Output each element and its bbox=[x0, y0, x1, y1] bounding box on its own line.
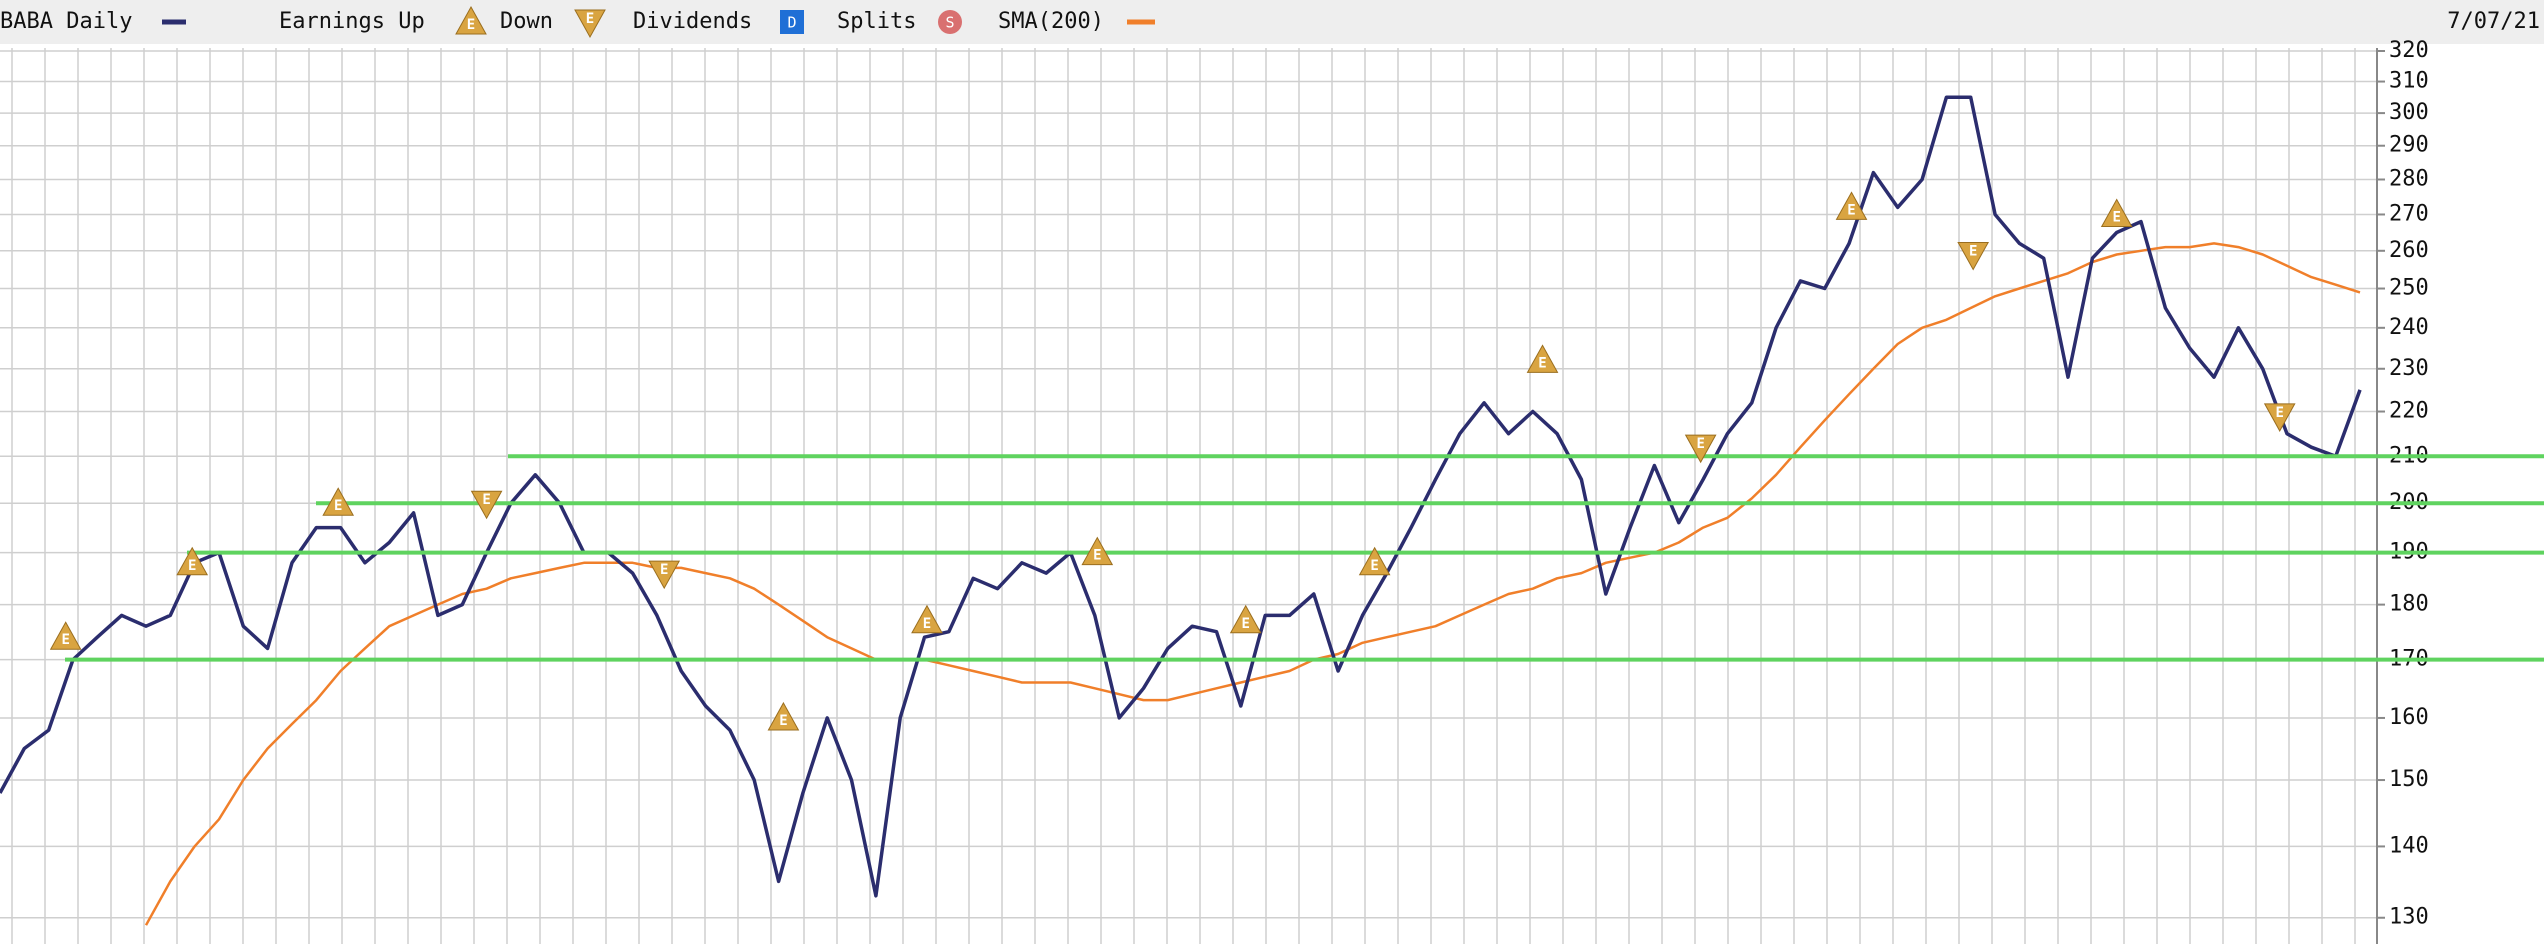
grid bbox=[0, 48, 2377, 944]
marker-letter: E bbox=[2112, 209, 2120, 225]
marker-letter: E bbox=[467, 17, 475, 33]
marker-letter: E bbox=[1847, 202, 1855, 218]
legend-up-icon bbox=[455, 5, 487, 35]
marker-letter: E bbox=[779, 713, 787, 729]
earnings-marker bbox=[1957, 242, 1990, 271]
y-tick-label: 220 bbox=[2389, 399, 2429, 424]
earnings-marker bbox=[1358, 546, 1391, 576]
marker-letter: E bbox=[482, 492, 490, 508]
marker-letter: E bbox=[1241, 616, 1249, 632]
earnings-marker bbox=[767, 701, 800, 731]
marker-letter: E bbox=[586, 11, 594, 27]
marker-letter: E bbox=[660, 562, 668, 578]
y-tick-label: 150 bbox=[2389, 767, 2429, 792]
y-tick-label: 260 bbox=[2389, 238, 2429, 263]
marker-letter: E bbox=[1370, 558, 1378, 574]
legend-dividend-icon bbox=[780, 10, 804, 34]
earnings-marker bbox=[1081, 536, 1114, 566]
marker-letter: E bbox=[2276, 405, 2284, 421]
legend-split-icon bbox=[938, 10, 962, 34]
y-tick-label: 310 bbox=[2389, 69, 2429, 94]
y-tick-label: 300 bbox=[2389, 100, 2429, 125]
sma-line bbox=[144, 242, 2361, 926]
y-tick-label: 230 bbox=[2389, 356, 2429, 381]
y-tick-label: 290 bbox=[2389, 133, 2429, 158]
legend-dividend-letter: D bbox=[787, 14, 796, 32]
plot bbox=[0, 95, 2362, 926]
legend-split-letter: S bbox=[945, 14, 954, 32]
earnings-marker bbox=[648, 560, 681, 590]
y-tick-label: 130 bbox=[2389, 905, 2429, 930]
marker-letter: E bbox=[188, 558, 196, 574]
y-tick-label: 160 bbox=[2389, 705, 2429, 730]
legend-down-icon bbox=[574, 9, 606, 39]
header-bar bbox=[0, 0, 2544, 44]
y-tick-label: 250 bbox=[2389, 276, 2429, 301]
price-line bbox=[0, 95, 2362, 898]
y-tick-label: 270 bbox=[2389, 201, 2429, 226]
legend-sma: SMA(200) bbox=[998, 9, 1104, 34]
earnings-marker bbox=[49, 621, 82, 650]
y-tick-label: 180 bbox=[2389, 592, 2429, 617]
marker-letter: E bbox=[923, 616, 931, 632]
earnings-marker bbox=[322, 487, 355, 516]
legend-down: Down bbox=[500, 9, 553, 34]
legend-series: BABA Daily bbox=[0, 9, 132, 34]
earnings-marker bbox=[470, 490, 503, 520]
earnings-marker bbox=[1835, 191, 1868, 220]
marker-letter: E bbox=[1538, 355, 1546, 371]
legend-splits: Splits bbox=[837, 9, 916, 34]
y-tick-label: 280 bbox=[2389, 166, 2429, 191]
legend-dividends: Dividends bbox=[633, 9, 752, 34]
marker-letter: E bbox=[1696, 436, 1704, 452]
earnings-marker bbox=[2263, 403, 2296, 432]
earnings-marker bbox=[1684, 434, 1717, 464]
earnings-marker bbox=[176, 546, 209, 576]
earnings-marker bbox=[2100, 198, 2133, 227]
marker-letter: E bbox=[334, 498, 342, 514]
date-label: 7/07/21 bbox=[2447, 9, 2540, 34]
marker-letter: E bbox=[1969, 244, 1977, 260]
earnings-marker bbox=[911, 604, 943, 634]
y-tick-label: 140 bbox=[2389, 833, 2429, 858]
earnings-marker bbox=[1526, 344, 1559, 373]
marker-letter: E bbox=[1093, 548, 1101, 564]
marker-letter: E bbox=[61, 632, 69, 648]
y-tick-label: 320 bbox=[2389, 38, 2429, 63]
earnings-marker bbox=[1229, 604, 1262, 634]
y-tick-label: 240 bbox=[2389, 315, 2429, 340]
legend-earnings-up: Earnings Up bbox=[279, 9, 425, 34]
